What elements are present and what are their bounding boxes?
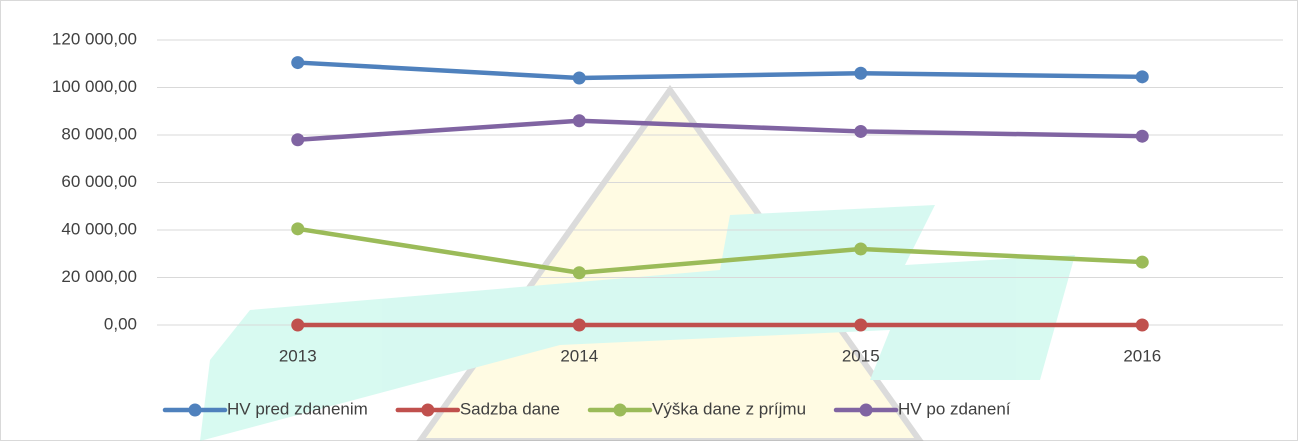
data-point [291,56,304,69]
data-point [854,243,867,256]
y-tick-label: 0,00 [104,314,137,333]
y-tick-label: 60 000,00 [61,172,137,191]
data-point [1136,130,1149,143]
chart: 0,00 20 000,00 40 000,00 60 000,00 80 000,00… [0,0,1298,441]
data-point [291,133,304,146]
legend-label: HV po zdanení [898,399,1011,418]
data-point [854,319,867,332]
data-point [573,266,586,279]
page: {"chart_data": {"type": "line", "categor… [0,0,1298,441]
legend-label: Výška dane z príjmu [652,399,806,418]
x-tick-label: 2014 [560,346,598,365]
legend-marker [189,404,202,417]
x-tick-label: 2013 [279,346,317,365]
data-point [573,114,586,127]
data-point [291,222,304,235]
y-tick-label: 100 000,00 [52,77,137,96]
y-tick-label: 120 000,00 [52,29,137,48]
data-point [854,67,867,80]
x-tick-label: 2016 [1123,346,1161,365]
legend-label: Sadzba dane [460,399,560,418]
data-point [291,319,304,332]
data-point [1136,319,1149,332]
y-tick-label: 20 000,00 [61,267,137,286]
data-point [573,319,586,332]
data-point [1136,256,1149,269]
y-tick-label: 80 000,00 [61,124,137,143]
legend-marker [614,404,627,417]
x-tick-label: 2015 [842,346,880,365]
data-point [854,125,867,138]
data-point [1136,70,1149,83]
y-tick-label: 40 000,00 [61,219,137,238]
legend-label: HV pred zdanenim [227,399,368,418]
legend-marker [421,404,434,417]
data-point [573,72,586,85]
legend-marker [860,404,873,417]
